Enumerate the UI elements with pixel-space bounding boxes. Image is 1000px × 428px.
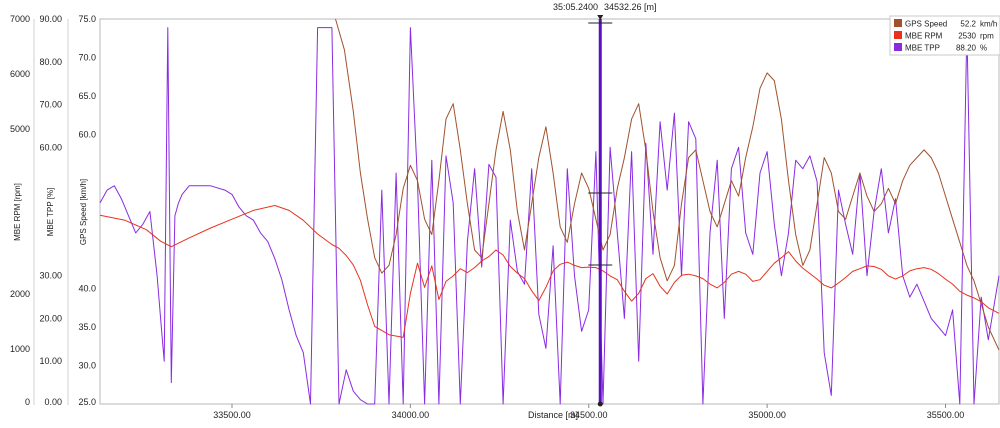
legend-series-value: 2530 <box>958 32 976 41</box>
rpm-tick-label: 0 <box>25 397 30 407</box>
legend-series-unit: rpm <box>980 32 994 41</box>
x-axis-title: Distance [m] <box>528 410 578 420</box>
cursor[interactable] <box>588 15 613 407</box>
series-layer <box>99 18 1000 405</box>
legend-series-unit: km/h <box>980 20 997 29</box>
rpm-axis-ticks: 0 1000 2000 5000 6000 7000 <box>10 14 30 407</box>
gps-speed-series-line <box>335 18 1000 351</box>
speed-tick-label: 25.0 <box>78 397 96 407</box>
x-tick-label: 34000.00 <box>392 410 430 420</box>
legend: GPS Speed 52.2 km/h MBE RPM 2530 rpm MBE TPP 88… <box>889 15 1000 56</box>
rpm-tick-label: 2000 <box>10 289 30 299</box>
rpm-axis-title: MBE RPM [rpm] <box>13 183 22 241</box>
legend-swatch <box>894 19 902 27</box>
tpp-axis-ticks: 0.00 10.00 20.00 30.00 60.00 70.00 80.00 90.00 <box>39 14 62 407</box>
speed-tick-label: 35.0 <box>78 322 96 332</box>
rpm-tick-label: 7000 <box>10 14 30 24</box>
legend-series-name: GPS Speed <box>905 20 947 29</box>
tpp-axis-title: MBE TPP [%] <box>46 188 55 237</box>
speed-axis-ticks: 25.0 30.0 35.0 40.0 60.0 65.0 70.0 75.0 <box>78 14 96 407</box>
legend-series-unit: % <box>980 44 987 53</box>
cursor-time-label: 35:05.2400 <box>553 2 598 12</box>
x-tick-label: 35000.00 <box>748 410 786 420</box>
tpp-tick-label: 20.00 <box>39 313 62 323</box>
tpp-tick-label: 80.00 <box>39 57 62 67</box>
tpp-tick-label: 0.00 <box>44 397 62 407</box>
legend-swatch <box>894 43 902 51</box>
speed-tick-label: 60.0 <box>78 130 96 140</box>
rpm-tick-label: 6000 <box>10 69 30 79</box>
cursor-distance-label: 34532.26 [m] <box>604 2 657 12</box>
speed-tick-label: 70.0 <box>78 53 96 63</box>
legend-series-name: MBE RPM <box>905 32 943 41</box>
tpp-tick-label: 60.00 <box>39 142 62 152</box>
speed-axis-title: GPS Speed [km/h] <box>79 179 88 245</box>
cursor-marker-bottom-icon <box>597 401 603 407</box>
plot-area[interactable] <box>99 18 1000 405</box>
speed-tick-label: 65.0 <box>78 91 96 101</box>
cursor-marker-top-icon <box>597 15 604 20</box>
x-tick-label: 33500.00 <box>213 410 251 420</box>
speed-tick-label: 75.0 <box>78 14 96 24</box>
legend-swatch <box>894 31 902 39</box>
legend-series-value: 88.20 <box>956 44 977 53</box>
legend-box <box>889 15 1000 56</box>
tpp-tick-label: 10.00 <box>39 356 62 366</box>
x-tick-label: 35500.00 <box>927 410 965 420</box>
rpm-tick-label: 1000 <box>10 344 30 354</box>
legend-series-name: MBE TPP <box>905 44 940 53</box>
legend-series-value: 52.2 <box>960 20 976 29</box>
rpm-tick-label: 5000 <box>10 124 30 134</box>
tpp-tick-label: 30.00 <box>39 271 62 281</box>
mbe-rpm-series-line <box>99 205 1000 338</box>
tpp-tick-label: 90.00 <box>39 14 62 24</box>
x-axis-ticks: 33500.00 34000.00 34500.00 35000.00 35500.00 <box>213 404 964 420</box>
x-tick-label: 34500.00 <box>570 410 608 420</box>
speed-tick-label: 30.0 <box>78 361 96 371</box>
speed-tick-label: 40.0 <box>78 284 96 294</box>
tpp-tick-label: 70.00 <box>39 100 62 110</box>
